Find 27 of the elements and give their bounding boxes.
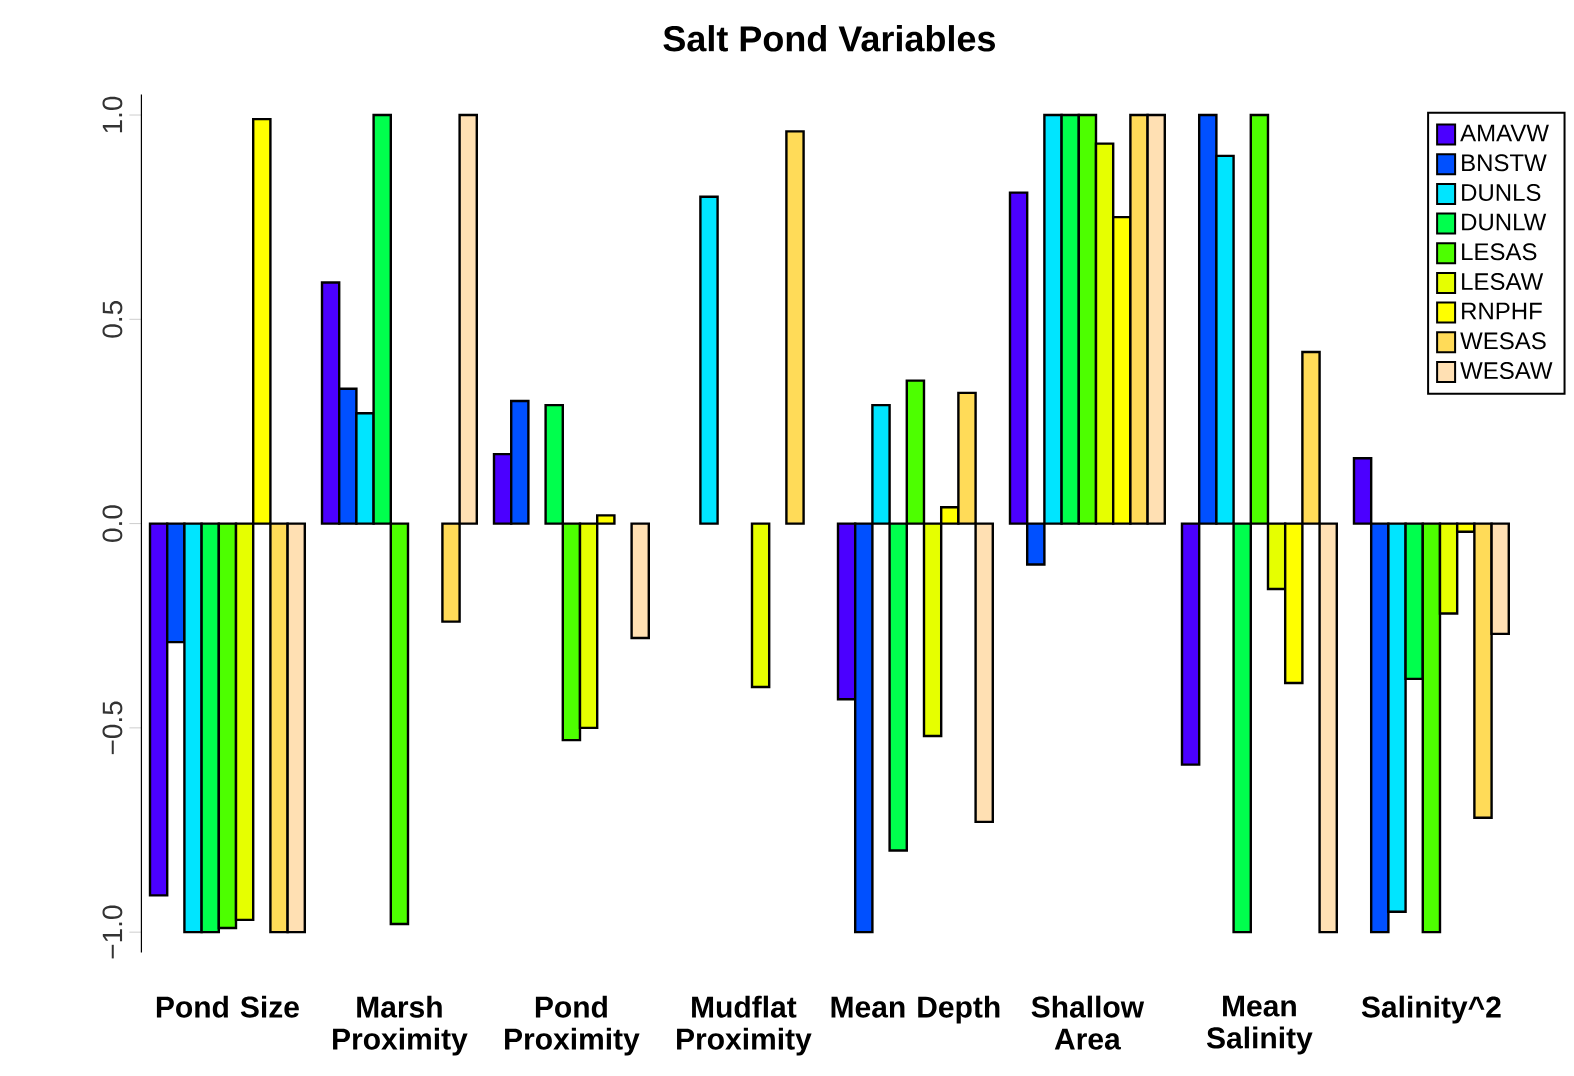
legend-label: DUNLW [1462, 213, 1547, 231]
legend-label: DUNLS [1462, 184, 1541, 202]
x-tick-label: Pond Size [156, 995, 299, 1018]
y-tick-label: −0.5 [102, 701, 123, 755]
y-tick-label: 0.0 [102, 505, 123, 542]
y-tick-label: 1.0 [102, 96, 123, 133]
x-tick-label: Salinity^2 [1361, 995, 1501, 1024]
legend-label: LESAW [1462, 273, 1544, 291]
y-tick-label: 0.5 [102, 301, 123, 338]
bar [750, 522, 771, 689]
legend-label: BNSTW [1462, 154, 1547, 172]
legend-label: LESAS [1462, 243, 1537, 261]
x-tick-label: Mean Salinity [1206, 995, 1313, 1055]
legend-label: AMAVW [1460, 124, 1549, 142]
x-tick-label: Shallow Area [1031, 995, 1145, 1050]
bar [699, 195, 719, 525]
bar [630, 522, 650, 640]
legend-label: WESAW [1460, 362, 1553, 380]
x-tick-label: Mean Depth [831, 995, 1000, 1024]
y-tick-label: −1.0 [102, 905, 123, 959]
x-tick-label: Mudflat Proximity [677, 995, 812, 1056]
bar [785, 130, 805, 525]
legend-label: RNPHF [1462, 302, 1542, 320]
chart-title: Salt Pond Variables [663, 25, 995, 52]
x-tick-label: Marsh Proximity [333, 995, 468, 1056]
x-tick-label: Pond Proximity [505, 995, 640, 1056]
legend-label: WESAS [1460, 332, 1546, 350]
